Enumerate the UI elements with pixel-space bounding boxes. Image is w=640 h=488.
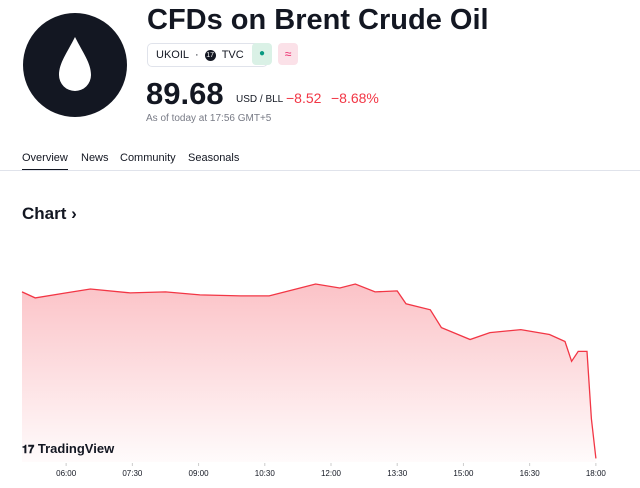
extended-badge[interactable]: ≈ (278, 43, 298, 65)
status-badge[interactable]: ● (252, 43, 272, 65)
x-tick-label: 12:00 (321, 469, 342, 478)
tab[interactable]: News (81, 152, 109, 164)
unit: USD / BLL (236, 94, 284, 105)
x-tick-label: 16:30 (520, 469, 541, 478)
brand-text: TradingView (37, 441, 115, 456)
section-title[interactable]: Chart › (22, 204, 77, 223)
timestamp: As of today at 17:56 GMT+5 (146, 113, 272, 124)
change-percent: −8.68% (331, 90, 379, 106)
logo (23, 13, 127, 117)
change: −8.52 (286, 90, 322, 106)
tab[interactable]: Seasonals (188, 152, 240, 164)
divider (0, 170, 640, 171)
x-tick-label: 09:00 (189, 469, 210, 478)
area (22, 284, 596, 462)
tab[interactable]: Community (120, 152, 176, 164)
x-tick-label: 10:30 (255, 469, 276, 478)
title: CFDs on Brent Crude Oil (147, 4, 489, 36)
exchange: TVC (221, 49, 244, 61)
brand: 𝟏𝟕 TradingView (22, 441, 115, 456)
price: 89.68 (146, 76, 224, 111)
x-tick-label: 06:00 (56, 469, 77, 478)
x-tick-label: 13:30 (387, 469, 408, 478)
x-tick-label: 15:00 (453, 469, 474, 478)
x-tick-label: 07:30 (122, 469, 143, 478)
x-tick-label: 18:00 (586, 469, 607, 478)
line (21, 283, 597, 459)
section-title-text: Chart (22, 204, 67, 223)
symbol: UKOIL (156, 49, 190, 61)
